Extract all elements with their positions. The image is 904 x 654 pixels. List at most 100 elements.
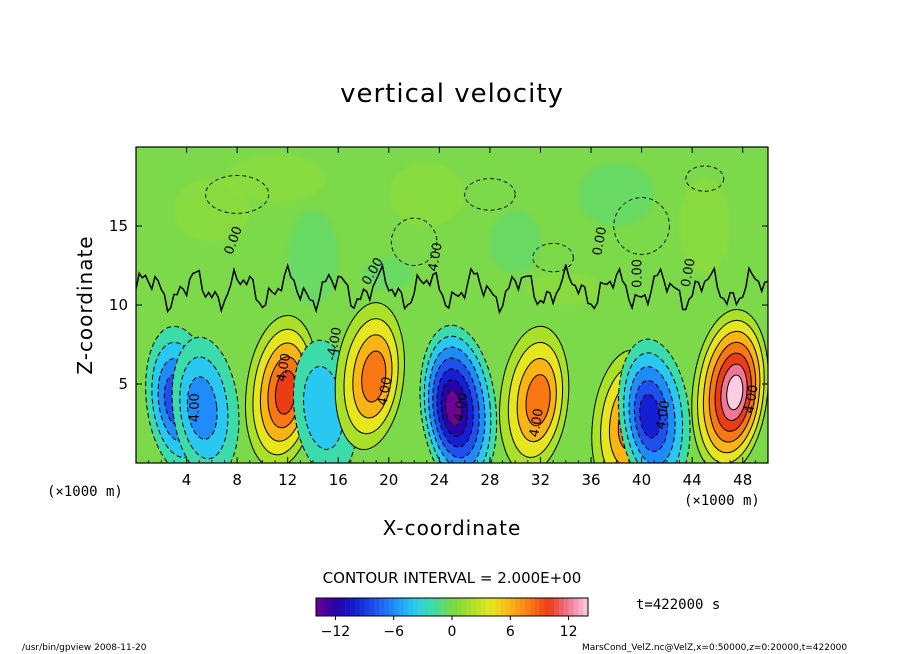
colorbar-swatch bbox=[442, 598, 448, 616]
contour-label: 4.00 bbox=[742, 384, 762, 415]
downdraft-cell bbox=[419, 324, 498, 463]
contour-level bbox=[361, 350, 387, 403]
background-patch bbox=[287, 210, 339, 305]
colorbar-swatch bbox=[374, 598, 380, 616]
updraft-cell bbox=[691, 308, 768, 463]
colorbar bbox=[316, 598, 589, 616]
contour-level bbox=[726, 374, 744, 411]
colorbar-swatch bbox=[403, 598, 409, 616]
colorbar-swatch bbox=[490, 598, 497, 616]
updraft-cell bbox=[499, 325, 570, 463]
contour-label: 4.00 bbox=[375, 376, 395, 407]
x-tick-label: 44 bbox=[683, 471, 702, 489]
colorbar-tick-label: 0 bbox=[448, 624, 457, 640]
background-patch bbox=[173, 178, 250, 242]
x-unit-right: (×1000 m) bbox=[684, 493, 760, 509]
colorbar-swatch bbox=[481, 598, 487, 616]
x-unit-left: (×1000 m) bbox=[47, 484, 123, 500]
background-patch bbox=[388, 162, 465, 226]
time-label: t=422000 s bbox=[636, 597, 720, 613]
dashed-contour bbox=[464, 178, 516, 211]
colorbar-swatch bbox=[544, 598, 550, 616]
colorbar-tick-label: 6 bbox=[506, 624, 515, 640]
plot-area: 0.000.000.004.000.00 0.004.004.004.004.00… bbox=[136, 147, 768, 463]
colorbar-swatch bbox=[330, 598, 336, 616]
x-axis-label: X-coordinate bbox=[383, 516, 522, 540]
contour-label: 0.00 bbox=[590, 226, 610, 257]
colorbar-swatch bbox=[558, 598, 565, 616]
dashed-contour bbox=[613, 197, 670, 255]
updraft-cell bbox=[334, 302, 405, 451]
colorbar-swatch bbox=[345, 598, 351, 616]
colorbar-swatch bbox=[427, 598, 433, 616]
colorbar-swatch bbox=[369, 598, 375, 616]
colorbar-swatch bbox=[335, 598, 341, 616]
footer-right: MarsCond_VelZ.nc@VelZ,x=0:50000,z=0:2000… bbox=[582, 643, 847, 653]
colorbar-swatch bbox=[350, 598, 356, 616]
dashed-contour bbox=[685, 165, 725, 192]
colorbar-swatch bbox=[379, 598, 385, 616]
x-tick-label: 12 bbox=[278, 471, 297, 489]
x-tick-label: 36 bbox=[581, 471, 600, 489]
colorbar-swatch bbox=[495, 598, 501, 616]
y-tick-label: 10 bbox=[109, 296, 128, 314]
contour-label: 4.00 bbox=[426, 241, 446, 272]
colorbar-tick-label: −12 bbox=[321, 624, 351, 640]
colorbar-swatch bbox=[510, 598, 516, 616]
colorbar-swatch bbox=[578, 598, 584, 616]
contour-level bbox=[525, 374, 551, 427]
x-tick-label: 16 bbox=[329, 471, 348, 489]
colorbar-swatch bbox=[437, 598, 443, 616]
downdraft-cell bbox=[617, 338, 691, 463]
colorbar-swatch bbox=[466, 598, 472, 616]
x-tick-label: 32 bbox=[531, 471, 550, 489]
colorbar-swatch bbox=[364, 598, 370, 616]
colorbar-swatch bbox=[359, 598, 365, 616]
colorbar-tick-label: −6 bbox=[383, 624, 404, 640]
contour-level bbox=[639, 393, 661, 439]
contour-label: -4.00 bbox=[324, 326, 345, 362]
x-tick-label: 4 bbox=[182, 471, 192, 489]
y-tick-label: 15 bbox=[109, 217, 128, 235]
colorbar-swatch bbox=[573, 598, 579, 616]
contour-label: 4.00 bbox=[527, 407, 547, 438]
colorbar-swatch bbox=[534, 598, 540, 616]
dashed-contour bbox=[205, 174, 270, 214]
x-tick-label: 20 bbox=[379, 471, 398, 489]
colorbar-swatch bbox=[408, 598, 414, 616]
contour-label: 4.00 bbox=[274, 352, 294, 383]
contour-interval-text: CONTOUR INTERVAL = 2.000E+00 bbox=[323, 569, 582, 587]
colorbar-swatch bbox=[316, 598, 322, 616]
x-tick-label: 24 bbox=[430, 471, 449, 489]
colorbar-swatch bbox=[554, 598, 560, 616]
y-tick-label: 5 bbox=[118, 375, 128, 393]
background-patch bbox=[578, 162, 655, 226]
colorbar-swatch bbox=[549, 598, 555, 616]
colorbar-swatch bbox=[461, 598, 467, 616]
colorbar-swatch bbox=[456, 598, 463, 616]
colorbar-swatch bbox=[388, 598, 395, 616]
colorbar-swatch bbox=[452, 598, 458, 616]
colorbar-swatch bbox=[340, 598, 346, 616]
colorbar-swatch bbox=[422, 598, 429, 616]
contour-label: 0.00 bbox=[631, 259, 646, 288]
colorbar-swatch bbox=[320, 598, 327, 616]
colorbar-swatch bbox=[413, 598, 419, 616]
x-axis-ticks: 4 8 12 16 20 24 28 32 36 40 44 48 bbox=[148, 147, 756, 489]
colorbar-swatch bbox=[418, 598, 424, 616]
chart-title: vertical velocity bbox=[340, 79, 564, 109]
colorbar-swatch bbox=[539, 598, 545, 616]
colorbar-swatch bbox=[505, 598, 511, 616]
colorbar-ticks: −12 −6 0 6 12 bbox=[321, 616, 577, 640]
x-tick-label: 28 bbox=[480, 471, 499, 489]
y-axis-ticks: 5 10 15 bbox=[109, 217, 768, 393]
contour-level bbox=[445, 390, 463, 427]
downdraft-cell bbox=[171, 336, 240, 463]
colorbar-swatch bbox=[398, 598, 404, 616]
y-axis-label: Z-coordinate bbox=[73, 235, 97, 374]
x-tick-label: 8 bbox=[232, 471, 242, 489]
negative-contours bbox=[205, 165, 725, 273]
colorbar-swatch bbox=[500, 598, 506, 616]
colorbar-swatch bbox=[325, 598, 331, 616]
